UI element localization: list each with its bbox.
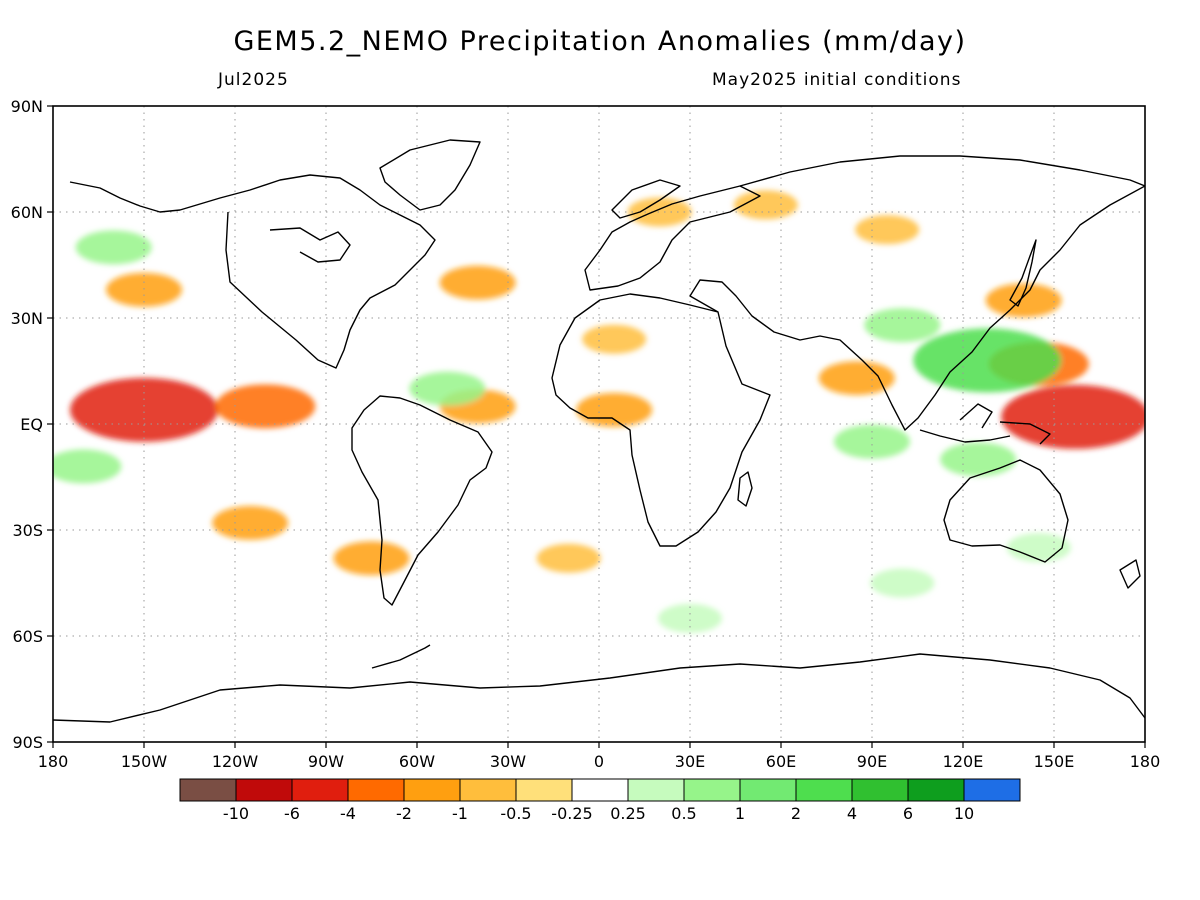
lat-label: 90N xyxy=(11,97,43,116)
colorbar-swatch xyxy=(347,778,405,802)
lon-label: 90W xyxy=(308,752,344,771)
lon-label: 150W xyxy=(121,752,168,771)
colorbar-swatch xyxy=(571,778,629,802)
lon-label: 120W xyxy=(212,752,259,771)
anomaly-region-14 xyxy=(818,361,895,396)
anomaly-region-25 xyxy=(870,568,935,598)
colorbar-swatch xyxy=(683,778,741,802)
colorbar-label: -10 xyxy=(223,804,249,823)
anomaly-region-1 xyxy=(215,384,316,429)
anomaly-region-8 xyxy=(855,215,920,245)
coastline-madagascar xyxy=(737,471,753,507)
lon-label: 150E xyxy=(1034,752,1075,771)
anomaly-region-3 xyxy=(576,392,653,427)
lat-label: 30N xyxy=(11,309,43,328)
colorbar-swatch xyxy=(179,778,237,802)
anomaly-region-6 xyxy=(627,197,692,227)
colorbar-label: -2 xyxy=(396,804,412,823)
colorbar-label: -6 xyxy=(284,804,300,823)
coastline-greenland xyxy=(379,139,481,211)
lon-label: 120E xyxy=(943,752,984,771)
colorbar-label: 1 xyxy=(735,804,745,823)
lon-label: 90E xyxy=(857,752,887,771)
lon-label: 180 xyxy=(1130,752,1161,771)
colorbar-label: 0.25 xyxy=(610,804,646,823)
coastline-new-zealand xyxy=(1119,559,1141,589)
anomaly-field xyxy=(53,190,1145,633)
lon-label: 0 xyxy=(594,752,604,771)
coastline-north-america xyxy=(69,174,436,369)
colorbar-label: -4 xyxy=(340,804,356,823)
coastlines xyxy=(53,139,1145,723)
anomaly-region-9 xyxy=(212,505,289,540)
anomaly-region-4 xyxy=(106,272,182,307)
anomaly-region-16 xyxy=(582,324,647,354)
colorbar-swatch xyxy=(459,778,517,802)
lat-label: 60N xyxy=(11,203,43,222)
lon-label: 60E xyxy=(766,752,796,771)
anomaly-region-0 xyxy=(70,377,218,442)
colorbar-label: 6 xyxy=(903,804,913,823)
colorbar-label: 4 xyxy=(847,804,857,823)
anomaly-region-15 xyxy=(985,283,1062,318)
colorbar-label: 0.5 xyxy=(671,804,696,823)
colorbar-label: -0.5 xyxy=(500,804,531,823)
anomaly-region-13 xyxy=(1001,384,1145,449)
anomaly-region-5 xyxy=(439,265,516,300)
anomaly-region-17 xyxy=(913,328,1062,393)
colorbar-swatch xyxy=(739,778,797,802)
colorbar-label: 10 xyxy=(954,804,974,823)
colorbar-swatch xyxy=(515,778,573,802)
initial-conditions-label: May2025 initial conditions xyxy=(712,70,962,90)
coastline-maritime xyxy=(919,403,1051,445)
colorbar-swatch xyxy=(851,778,909,802)
chart-title: GEM5.2_NEMO Precipitation Anomalies (mm/… xyxy=(233,26,967,57)
colorbar-label: 2 xyxy=(791,804,801,823)
anomaly-region-23 xyxy=(75,230,152,265)
lat-label: EQ xyxy=(20,415,43,434)
coastline-asia xyxy=(689,155,1145,431)
anomaly-region-21 xyxy=(409,371,486,406)
colorbar-swatch xyxy=(795,778,853,802)
anomaly-region-18 xyxy=(864,308,941,343)
colorbar-swatch xyxy=(235,778,293,802)
coastline-africa xyxy=(551,293,771,547)
anomaly-region-11 xyxy=(536,543,601,573)
coastline-japan xyxy=(1009,239,1037,307)
anomaly-region-26 xyxy=(658,603,722,633)
colorbar-labels: -10 -6 -4 -2 -1 -0.5 -0.25 0.25 0.5 1 2 4 6 10 xyxy=(223,804,974,823)
lat-label: 60S xyxy=(12,627,43,646)
valid-month: Jul2025 xyxy=(218,70,289,90)
latitude-labels: 90N 60N 30N EQ 30S 60S 90S xyxy=(11,97,53,752)
coastline-antarctica xyxy=(53,644,1145,723)
colorbar xyxy=(179,778,1021,802)
colorbar-label: -1 xyxy=(452,804,468,823)
lat-label: 30S xyxy=(12,521,43,540)
colorbar-swatch xyxy=(963,778,1021,802)
coastline-south-america xyxy=(351,395,493,606)
lat-label: 90S xyxy=(12,733,43,752)
anomaly-region-22 xyxy=(53,449,122,484)
anomaly-region-24 xyxy=(1006,533,1071,563)
anomaly-region-10 xyxy=(333,541,410,576)
colorbar-swatch xyxy=(403,778,461,802)
lon-label: 180 xyxy=(38,752,69,771)
longitude-labels: 180 150W 120W 90W 60W 30W 0 30E 60E 90E 120E 150E 18… xyxy=(38,742,1161,771)
gridlines xyxy=(53,106,1145,742)
colorbar-swatch xyxy=(907,778,965,802)
anomaly-region-19 xyxy=(834,424,910,459)
colorbar-swatch xyxy=(627,778,685,802)
colorbar-label: -0.25 xyxy=(551,804,592,823)
colorbar-swatch xyxy=(291,778,349,802)
anomaly-region-20 xyxy=(940,442,1017,477)
lon-label: 60W xyxy=(399,752,435,771)
lon-label: 30W xyxy=(490,752,526,771)
coastline-australia xyxy=(943,459,1069,563)
lon-label: 30E xyxy=(675,752,705,771)
